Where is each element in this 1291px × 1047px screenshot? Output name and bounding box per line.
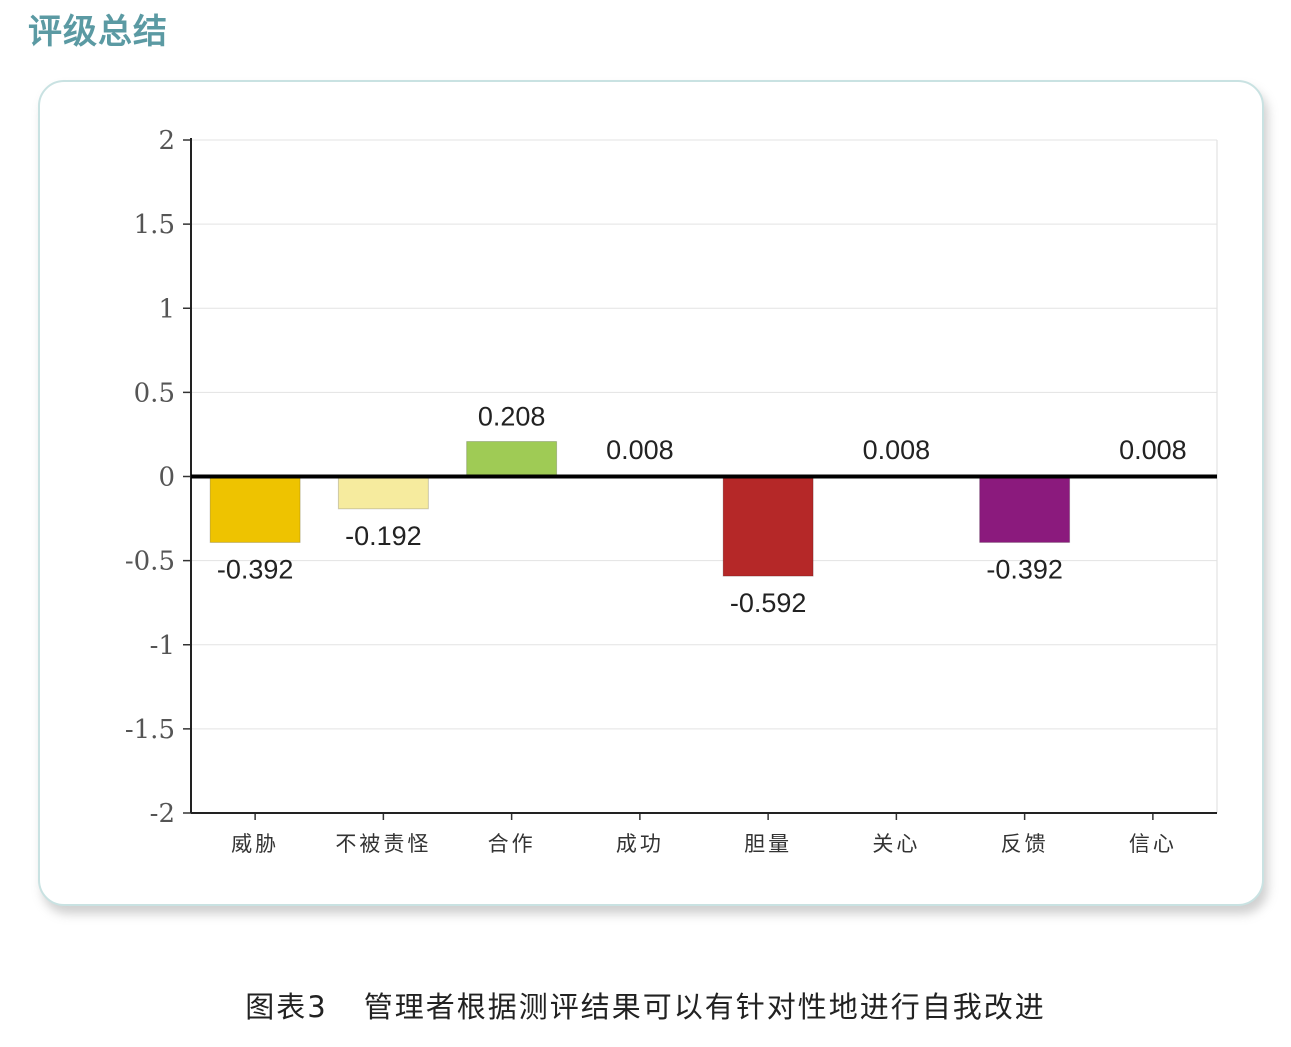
bar-2 [466, 441, 558, 477]
bar-value-label: 0.208 [478, 402, 546, 432]
bar-value-label: 0.008 [863, 435, 931, 465]
y-tick-label: 0.5 [134, 378, 175, 408]
y-tick-label: -2 [150, 799, 175, 829]
axes [183, 138, 1217, 820]
bar-0 [209, 476, 301, 543]
bar-1 [337, 476, 429, 510]
x-category-label: 合作 [488, 832, 536, 856]
bar-value-label: -0.392 [217, 554, 294, 584]
x-category-label: 反馈 [1001, 832, 1049, 856]
x-category-label: 成功 [616, 832, 664, 856]
y-tick-label: 0 [158, 463, 175, 493]
bars [209, 441, 1199, 577]
x-category-label: 信心 [1129, 832, 1177, 856]
bar-6 [979, 476, 1071, 543]
y-tick-label: -0.5 [125, 547, 175, 577]
bar-4 [722, 476, 814, 577]
x-category-label: 不被责怪 [335, 832, 431, 856]
bar-value-label: 0.008 [1119, 435, 1187, 465]
caption-text: 管理者根据测评结果可以有针对性地进行自我改进 [363, 990, 1046, 1024]
x-category-label: 威胁 [231, 832, 279, 856]
labels: 2 1.5 1 0.5 0 -0.5 -1 -1.5 -2 -0.392 威胁 -0.192 不被责怪 0… [125, 126, 1187, 856]
bar-value-label: -0.592 [730, 588, 807, 618]
bar-value-label: -0.392 [986, 554, 1063, 584]
x-category-label: 胆量 [744, 832, 792, 856]
y-tick-label: 1 [158, 294, 175, 324]
x-category-label: 关心 [872, 832, 920, 856]
caption-figure-number: 图表3 [245, 990, 328, 1024]
bar-value-label: 0.008 [606, 435, 674, 465]
grid-lines [191, 139, 1218, 813]
page-title: 评级总结 [28, 12, 168, 52]
y-tick-label: 1.5 [134, 210, 175, 240]
y-tick-label: 2 [158, 126, 175, 156]
y-tick-label: -1.5 [125, 715, 175, 745]
bar-chart: 2 1.5 1 0.5 0 -0.5 -1 -1.5 -2 -0.392 威胁 -0.192 不被责怪 0… [125, 126, 1218, 856]
y-tick-label: -1 [150, 631, 175, 661]
figure-caption: 图表3 管理者根据测评结果可以有针对性地进行自我改进 [0, 984, 1291, 1026]
bar-value-label: -0.192 [345, 521, 422, 551]
